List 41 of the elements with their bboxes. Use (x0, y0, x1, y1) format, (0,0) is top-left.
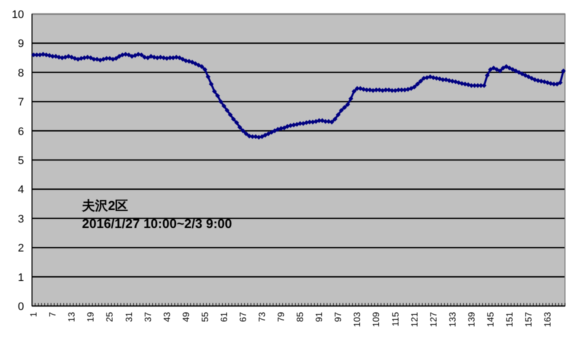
y-tick-label: 1 (18, 272, 24, 284)
x-tick-label: 7 (48, 312, 58, 318)
x-tick-label: 151 (504, 312, 514, 328)
x-tick-label: 31 (124, 312, 134, 322)
annotation: 2016/1/27 10:00~2/3 9:00 (82, 216, 232, 231)
x-tick-label: 97 (333, 312, 344, 322)
y-tick-label: 8 (18, 67, 24, 80)
annotation: 夫沢2区 (81, 198, 128, 213)
x-tick-label: 127 (428, 312, 438, 328)
x-tick-label: 1 (28, 312, 39, 318)
x-tick-label: 139 (466, 312, 476, 328)
x-tick-label: 37 (142, 312, 153, 322)
x-tick-label: 43 (162, 312, 172, 322)
x-tick-label: 157 (524, 312, 534, 328)
x-tick-label: 85 (295, 312, 306, 322)
y-tick-label: 4 (18, 184, 24, 196)
x-tick-label: 13 (66, 312, 77, 322)
x-tick-label: 103 (352, 312, 362, 328)
x-tick-label: 121 (409, 312, 420, 328)
x-tick-label: 55 (200, 312, 210, 322)
x-tick-label: 115 (390, 312, 400, 326)
x-tick-label: 19 (86, 312, 96, 322)
y-tick-label: 7 (18, 96, 24, 109)
y-tick-label: 6 (18, 126, 24, 138)
x-tick-label: 61 (218, 312, 229, 322)
y-tick-label: 9 (18, 38, 24, 50)
x-tick-label: 109 (371, 312, 382, 328)
x-tick-label: 163 (542, 312, 553, 328)
x-tick-label: 25 (104, 312, 115, 322)
x-tick-label: 67 (238, 312, 248, 322)
y-tick-label: 10 (12, 9, 24, 21)
x-tick-label: 79 (276, 312, 286, 322)
x-tick-label: 145 (485, 312, 496, 328)
x-tick-label: 49 (180, 312, 191, 322)
y-tick-label: 5 (18, 155, 24, 167)
x-tick-label: 91 (314, 312, 324, 322)
y-tick-label: 2 (18, 242, 24, 255)
x-tick-label: 133 (447, 312, 458, 328)
y-tick-label: 3 (18, 213, 24, 226)
y-tick-label: 0 (18, 301, 24, 313)
x-tick-label: 73 (257, 312, 268, 322)
